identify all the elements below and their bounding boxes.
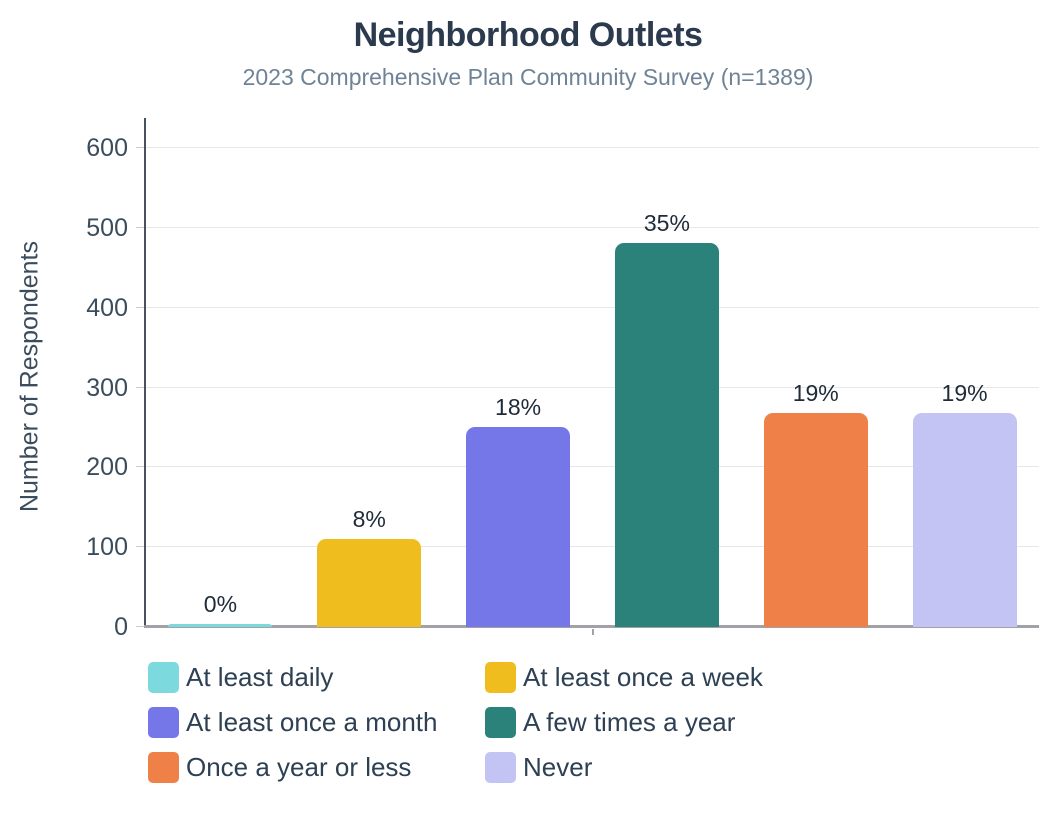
y-axis-tick-500 [136,226,144,228]
x-axis-center-tick [591,629,594,635]
chart-title: Neighborhood Outlets [353,16,703,54]
legend-item-at-least-daily: At least daily [148,662,485,693]
bar-once-a-year-or-less [763,413,868,627]
bar-at-least-once-a-month [466,427,571,627]
legend-item-never: Never [485,752,763,783]
gridline-200 [146,466,1039,468]
legend-swatch-a-few-times-a-year [485,707,516,738]
legend-item-once-a-year-or-less: Once a year or less [148,752,485,783]
y-tick-label-0: 0 [114,613,128,641]
bar-value-label-at-least-once-a-month: 18% [495,394,542,421]
legend-item-at-least-once-a-week: At least once a week [485,662,763,693]
bar-at-least-once-a-week [317,539,422,627]
plot-area: 0% 8% 18% 35% 19% 19% [136,118,1039,635]
legend-label-once-a-year-or-less: Once a year or less [186,752,412,782]
bar-value-label-a-few-times-a-year: 35% [643,210,690,237]
legend-swatch-at-least-once-a-month [148,707,179,738]
legend-swatch-at-least-daily [148,662,179,693]
y-axis-tick-200 [136,466,144,468]
legend: At least daily At least once a week At lea… [148,662,763,783]
y-tick-label-500: 500 [86,213,128,242]
bar-at-least-daily [168,623,273,627]
y-tick-label-400: 400 [86,293,128,322]
legend-label-at-least-daily: At least daily [186,662,334,692]
gridline-500 [146,226,1039,228]
legend-label-never: Never [523,752,593,782]
chart-subtitle: 2023 Comprehensive Plan Community Survey… [242,64,814,90]
legend-label-at-least-once-a-month: At least once a month [186,707,438,737]
legend-swatch-at-least-once-a-week [485,662,516,693]
bar-value-label-once-a-year-or-less: 19% [792,380,839,407]
y-tick-label-600: 600 [86,134,128,162]
y-axis-tick-100 [136,546,144,548]
legend-swatch-never [485,752,516,783]
legend-label-a-few-times-a-year: A few times a year [523,707,736,737]
y-axis-tick-400 [136,306,144,308]
gridline-400 [146,306,1039,308]
gridline-300 [146,386,1039,388]
y-tick-label-200: 200 [86,453,128,482]
legend-item-a-few-times-a-year: A few times a year [485,707,763,738]
bar-a-few-times-a-year [614,243,719,627]
bar-value-label-never: 19% [941,380,988,407]
legend-label-at-least-once-a-week: At least once a week [523,662,763,692]
legend-swatch-once-a-year-or-less [148,752,179,783]
x-axis-line [144,625,1039,628]
legend-item-at-least-once-a-month: At least once a month [148,707,485,738]
bar-value-label-at-least-daily: 0% [203,590,238,617]
bar-value-label-at-least-once-a-week: 8% [352,506,386,533]
y-tick-label-100: 100 [86,533,128,562]
bar-never [912,413,1017,627]
y-axis-tick-600 [136,147,144,148]
y-axis-tick-300 [136,386,144,388]
y-tick-label-300: 300 [86,373,128,402]
gridline-100 [146,546,1039,548]
y-axis-tick-0 [136,626,144,627]
gridline-600 [146,147,1039,148]
